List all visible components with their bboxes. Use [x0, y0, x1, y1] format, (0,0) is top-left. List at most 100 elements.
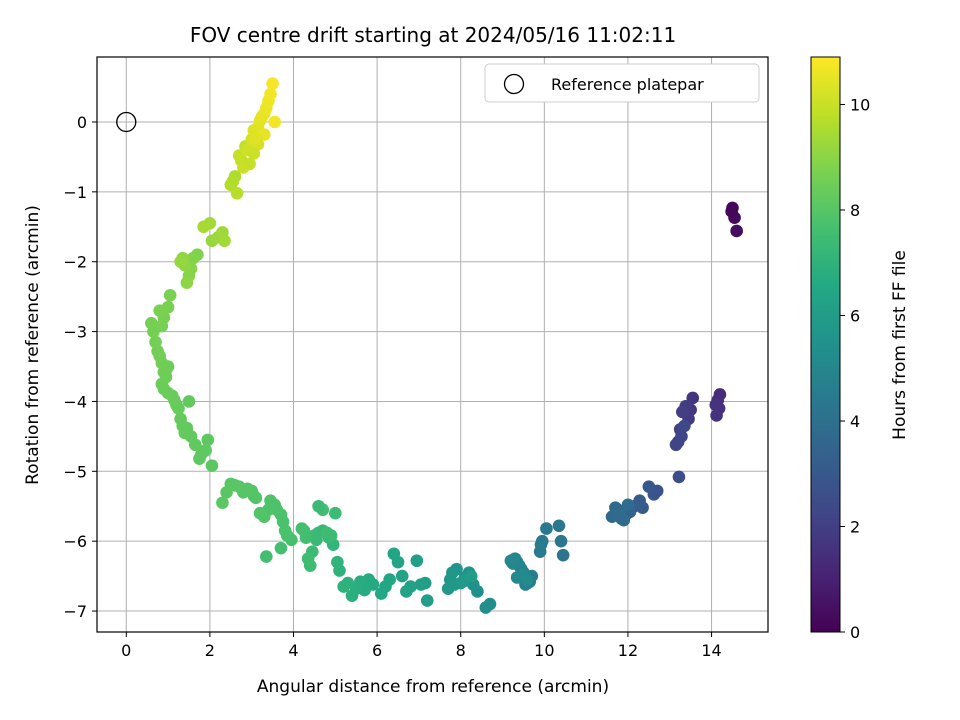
colorbar-tick-label: 0: [850, 623, 860, 642]
data-point: [420, 594, 434, 607]
data-point: [672, 470, 686, 484]
data-point: [621, 498, 635, 512]
data-point: [534, 538, 548, 551]
data-point: [312, 499, 325, 513]
plot-area: [97, 57, 768, 632]
x-tick-label: 0: [121, 641, 131, 660]
data-point: [725, 205, 738, 218]
data-point: [260, 550, 273, 563]
data-point: [554, 534, 568, 548]
x-tick-label: 10: [534, 641, 554, 660]
data-point: [345, 589, 359, 602]
data-point: [374, 587, 388, 600]
x-tick-label: 4: [288, 641, 298, 660]
x-tick-label: 2: [205, 641, 215, 660]
y-axis-label: Rotation from reference (arcmin): [23, 205, 43, 485]
data-point: [617, 513, 631, 527]
colorbar-ticks: 0 2 4 6 8 10: [840, 95, 870, 642]
x-tick-label: 6: [372, 641, 382, 660]
data-point: [186, 251, 200, 265]
data-point: [520, 573, 534, 586]
data-point: [180, 276, 194, 289]
data-point: [182, 395, 196, 408]
y-tick-label: −5: [63, 462, 87, 481]
data-point: [264, 87, 277, 101]
x-axis-ticks: 0 2 4 6 8 10 12 14: [121, 632, 722, 660]
reference-marker: [116, 111, 137, 133]
colorbar-tick-label: 8: [850, 201, 860, 220]
data-point: [686, 391, 700, 405]
data-point: [387, 547, 401, 561]
data-point: [220, 485, 233, 499]
y-tick-label: −2: [63, 253, 87, 272]
data-point: [247, 147, 261, 160]
data-point: [163, 288, 177, 302]
data-point: [159, 370, 173, 384]
data-point: [675, 430, 688, 443]
colorbar-tick-label: 10: [850, 95, 870, 114]
legend: Reference platepar: [484, 63, 760, 103]
colorbar-label: Hours from first FF file: [890, 250, 910, 440]
colorbar: 0 2 4 6 8 10 Hours from first FF file: [810, 56, 910, 642]
data-point: [337, 580, 350, 593]
y-tick-label: −7: [63, 602, 87, 621]
data-point: [145, 316, 158, 330]
x-axis-label: Angular distance from reference (arcmin): [257, 677, 609, 697]
data-point: [709, 398, 723, 412]
data-point: [230, 186, 244, 200]
x-tick-label: 8: [456, 641, 466, 660]
data-point: [205, 459, 219, 473]
data-point: [268, 115, 281, 129]
data-point: [174, 255, 187, 269]
data-point: [331, 555, 344, 569]
colorbar-gradient: [810, 56, 841, 633]
data-point: [301, 552, 315, 565]
data-point: [149, 335, 162, 349]
data-point: [504, 554, 518, 568]
data-point: [642, 480, 656, 493]
legend-box: [484, 63, 760, 103]
grid-lines: [97, 57, 768, 632]
chart-title: FOV centre drift starting at 2024/05/16 …: [190, 23, 676, 47]
data-point: [395, 569, 409, 583]
data-point: [216, 496, 229, 510]
y-tick-label: 0: [77, 113, 87, 132]
data-point: [176, 419, 190, 433]
plot-frame: [96, 56, 769, 633]
data-points: [145, 77, 743, 614]
data-point: [540, 522, 553, 535]
data-point: [274, 541, 288, 555]
data-point: [324, 529, 338, 542]
reference-point: [116, 111, 137, 133]
legend-label: Reference platepar: [551, 75, 704, 94]
colorbar-tick-label: 4: [850, 412, 860, 431]
data-point: [710, 409, 723, 422]
x-tick-label: 14: [701, 641, 721, 660]
data-point: [295, 522, 309, 535]
data-point: [552, 519, 566, 533]
y-axis-ticks: −7 −6 −5 −4 −3 −2 −1 0: [63, 113, 97, 621]
data-point: [328, 506, 342, 520]
data-point: [556, 548, 570, 562]
data-point: [400, 585, 413, 598]
data-point: [153, 304, 167, 317]
data-point: [249, 131, 263, 144]
data-point: [243, 157, 256, 171]
data-point: [197, 220, 210, 234]
y-tick-label: −6: [63, 532, 87, 551]
y-tick-label: −3: [63, 323, 87, 342]
data-point: [479, 601, 493, 614]
data-point: [410, 554, 424, 568]
data-point: [414, 578, 428, 591]
y-tick-label: −1: [63, 183, 87, 202]
colorbar-tick-label: 2: [850, 517, 860, 536]
data-point: [675, 405, 689, 419]
data-point: [678, 419, 691, 433]
data-point: [193, 452, 206, 466]
data-point: [464, 569, 478, 583]
legend-marker-icon: [503, 73, 525, 95]
data-point: [218, 234, 231, 248]
colorbar-tick-label: 6: [850, 306, 860, 325]
data-point: [253, 506, 267, 520]
